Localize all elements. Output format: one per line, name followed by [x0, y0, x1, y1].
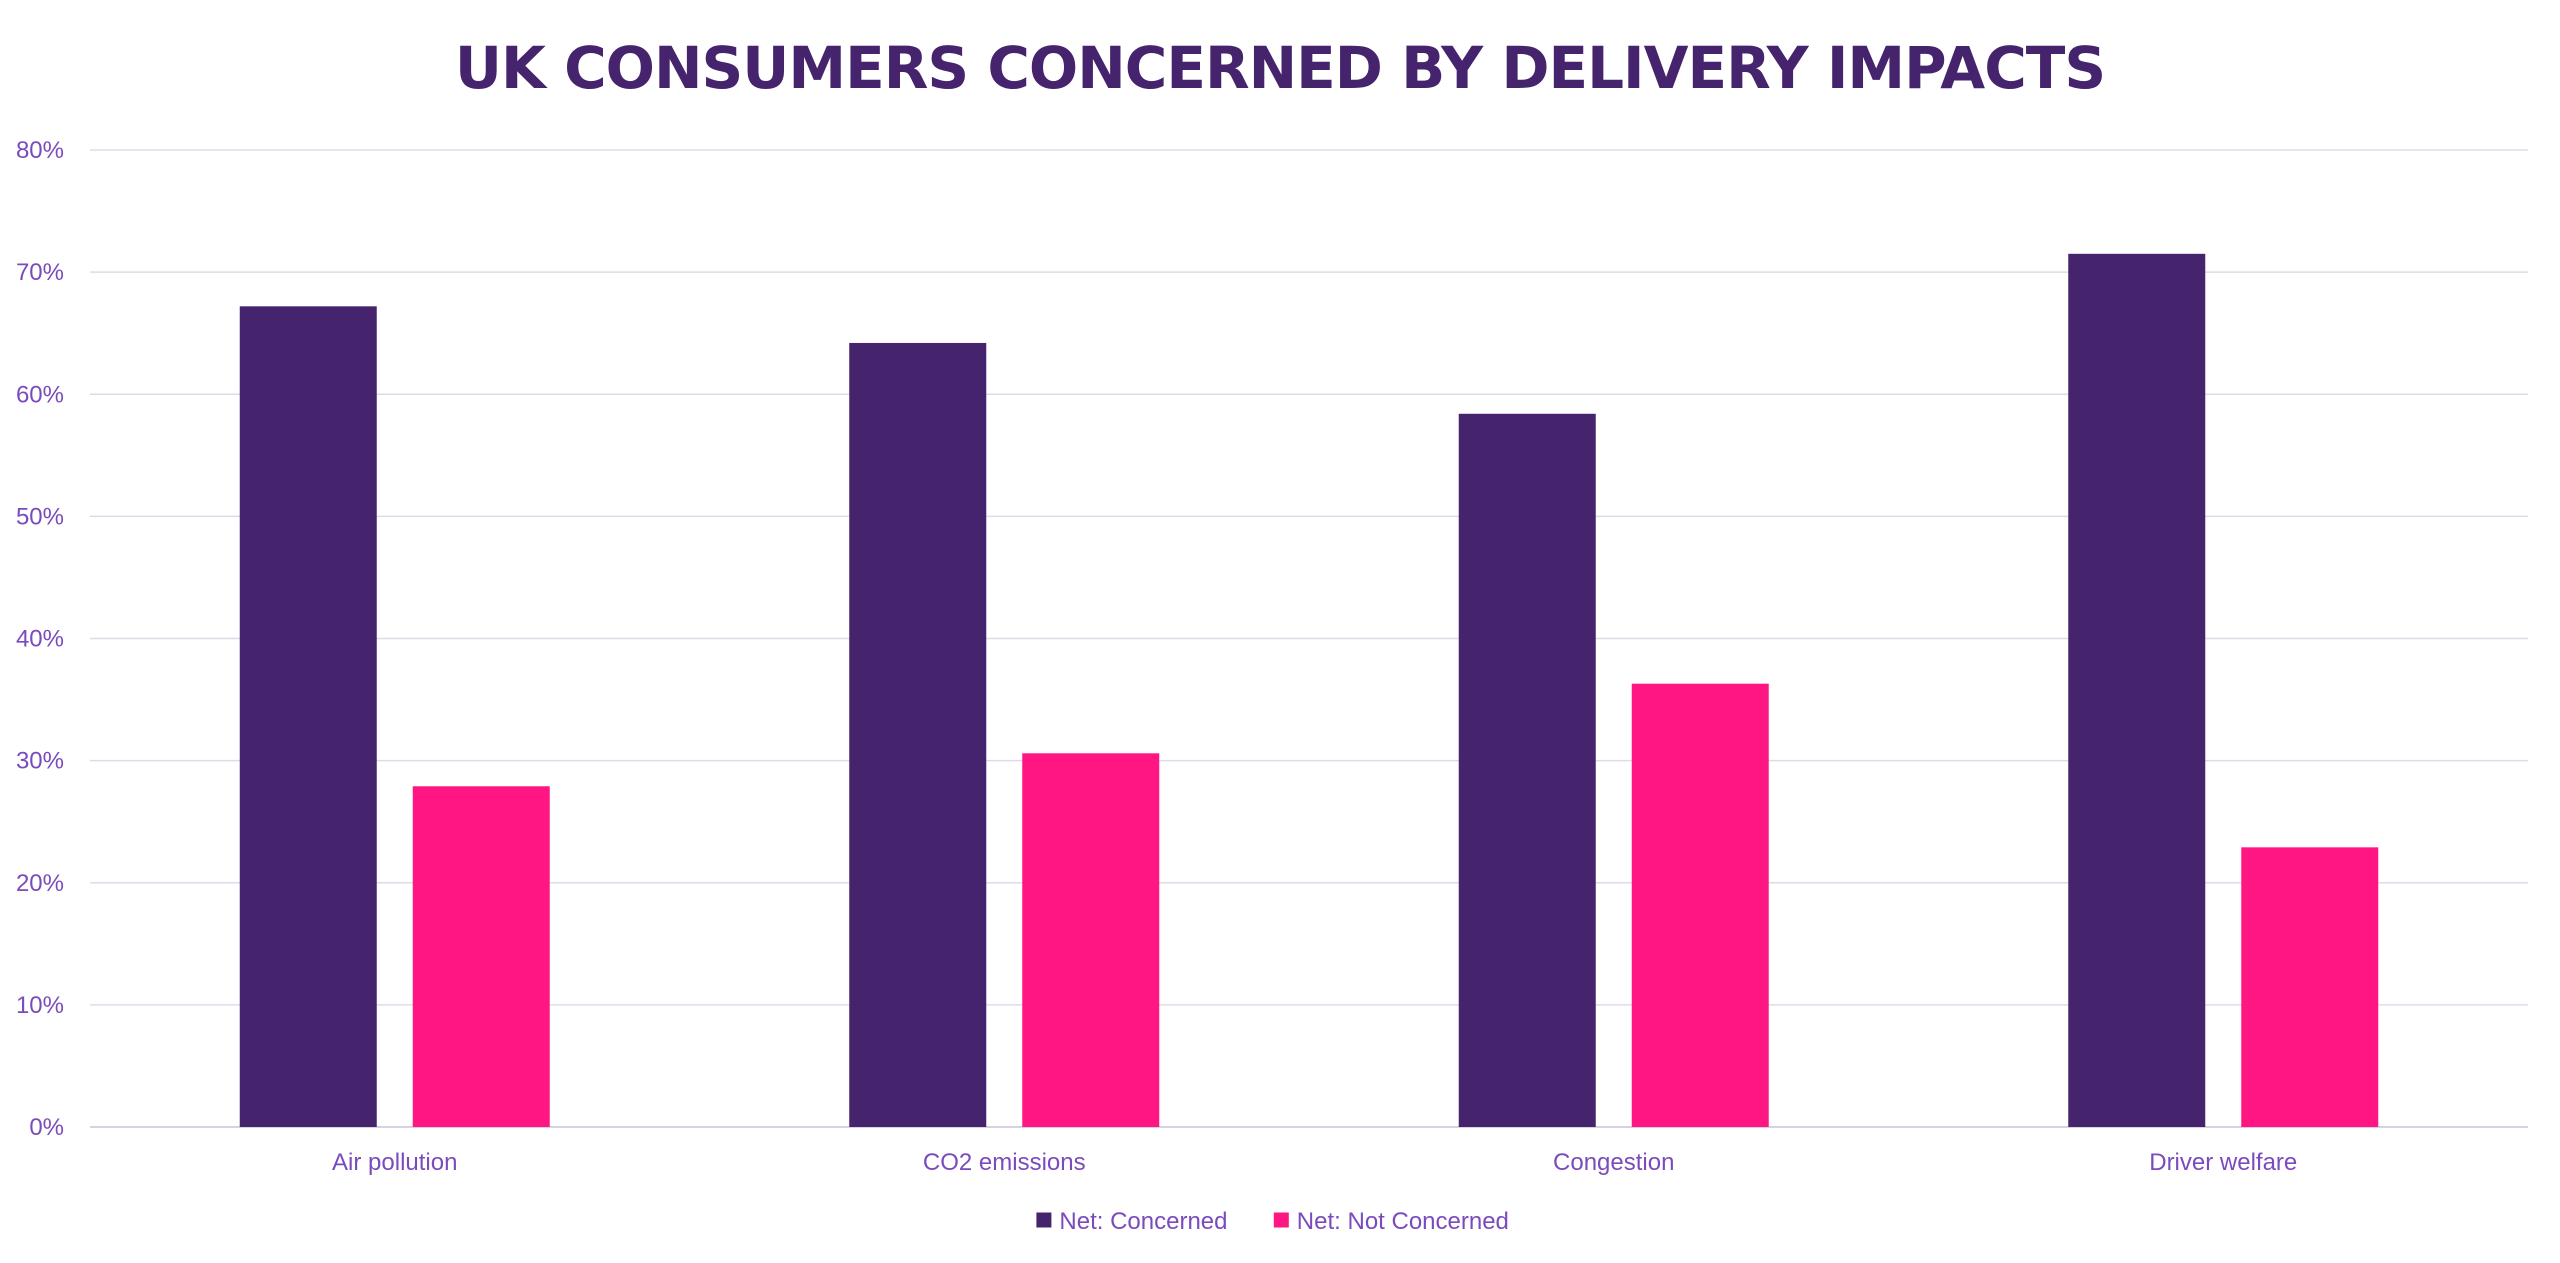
y-tick-label: 70%	[16, 259, 64, 286]
y-tick-label: 50%	[16, 503, 64, 530]
x-category-label: Congestion	[1553, 1149, 1674, 1176]
y-tick-label: 20%	[16, 870, 64, 897]
bar-concerned	[2068, 253, 2206, 1127]
legend-swatch	[1273, 1212, 1289, 1228]
bar-concerned	[239, 306, 377, 1127]
y-tick-label: 30%	[16, 748, 64, 775]
y-tick-label: 40%	[16, 626, 64, 653]
x-axis-labels: Air pollution CO2 emissions Congestion Driv…	[332, 1149, 2297, 1176]
chart-title: UK CONSUMERS CONCERNED BY DELIVERY IMPAC…	[455, 34, 2105, 102]
x-category-label: CO2 emissions	[923, 1149, 1086, 1176]
x-category-label: Air pollution	[332, 1149, 457, 1176]
bar-not-concerned	[2241, 847, 2379, 1127]
legend-label: Net: Concerned	[1059, 1208, 1227, 1235]
y-tick-label: 60%	[16, 381, 64, 408]
legend-swatch	[1036, 1212, 1052, 1228]
bars	[239, 253, 2379, 1127]
legend: Net: Concerned Net: Not Concerned	[1036, 1208, 1509, 1235]
y-axis-ticks: 0% 10% 20% 30% 40% 50% 60% 70% 80%	[16, 137, 64, 1141]
bar-concerned	[849, 342, 987, 1127]
y-tick-label: 80%	[16, 137, 64, 164]
bar-not-concerned	[412, 786, 550, 1127]
bar-concerned	[1458, 413, 1596, 1127]
bar-not-concerned	[1022, 753, 1160, 1127]
bar-not-concerned	[1631, 683, 1769, 1127]
y-tick-label: 0%	[29, 1114, 64, 1141]
legend-label: Net: Not Concerned	[1297, 1208, 1509, 1235]
y-tick-label: 10%	[16, 992, 64, 1019]
x-category-label: Driver welfare	[2149, 1149, 2297, 1176]
